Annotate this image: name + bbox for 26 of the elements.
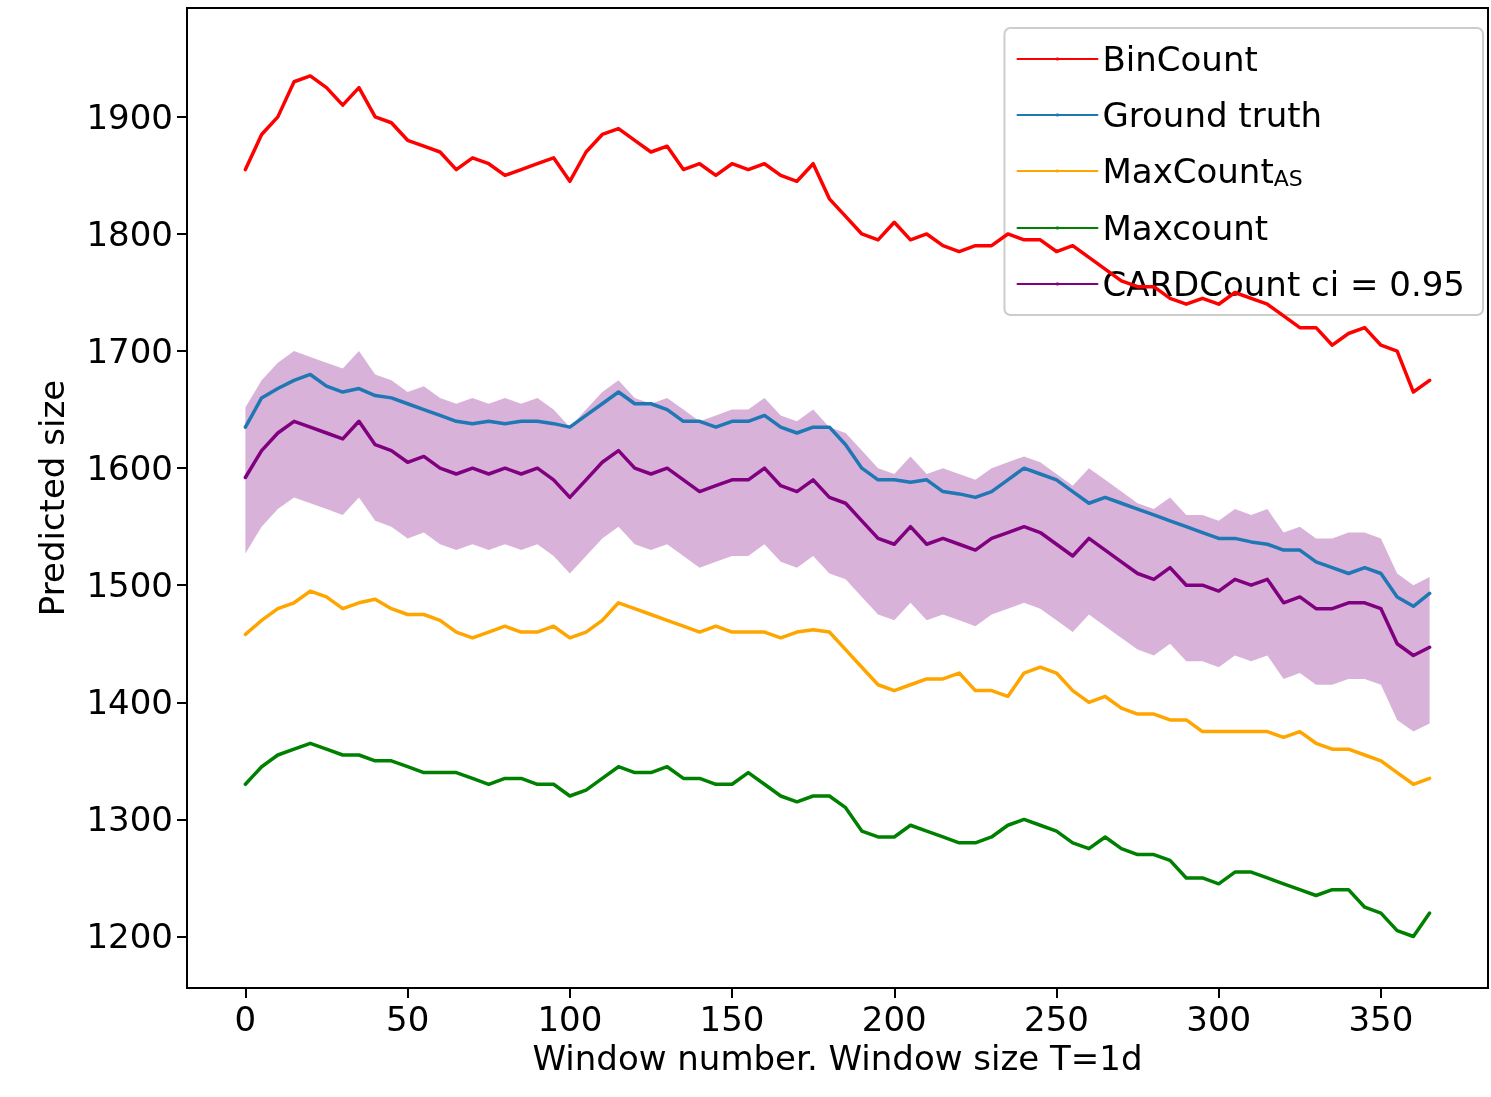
legend-label: BinCount	[1102, 39, 1258, 79]
y-tick-label: 1900	[86, 96, 173, 137]
y-tick-label: 1600	[86, 448, 173, 489]
line-series	[243, 419, 1432, 658]
legend-label: Ground truth	[1102, 95, 1323, 135]
y-tick-label: 1800	[86, 213, 173, 254]
y-tick-label: 1500	[86, 565, 173, 606]
x-tick-label: 350	[1348, 999, 1414, 1039]
x-tick-label: 50	[385, 999, 430, 1039]
x-tick-label: 200	[861, 999, 927, 1039]
line-series	[243, 741, 1432, 939]
x-axis-title: Window number. Window size T=1d	[532, 1037, 1143, 1078]
x-tick-label: 0	[234, 999, 257, 1039]
line-series	[243, 589, 1432, 787]
x-tick-label: 250	[1024, 999, 1089, 1039]
y-tick-label: 1200	[86, 916, 173, 957]
x-tick-label: 100	[537, 999, 603, 1039]
y-axis-title: Predicted size	[32, 379, 72, 617]
y-tick-label: 1400	[86, 682, 173, 723]
y-tick-label: 1300	[86, 799, 173, 840]
x-tick-label: 300	[1186, 999, 1252, 1039]
legend-label: Maxcount	[1102, 208, 1269, 248]
line-series	[243, 372, 1432, 609]
legend-label: MaxCountAS	[1102, 151, 1303, 191]
y-tick-label: 1700	[86, 331, 173, 372]
x-tick-label: 150	[699, 999, 765, 1039]
